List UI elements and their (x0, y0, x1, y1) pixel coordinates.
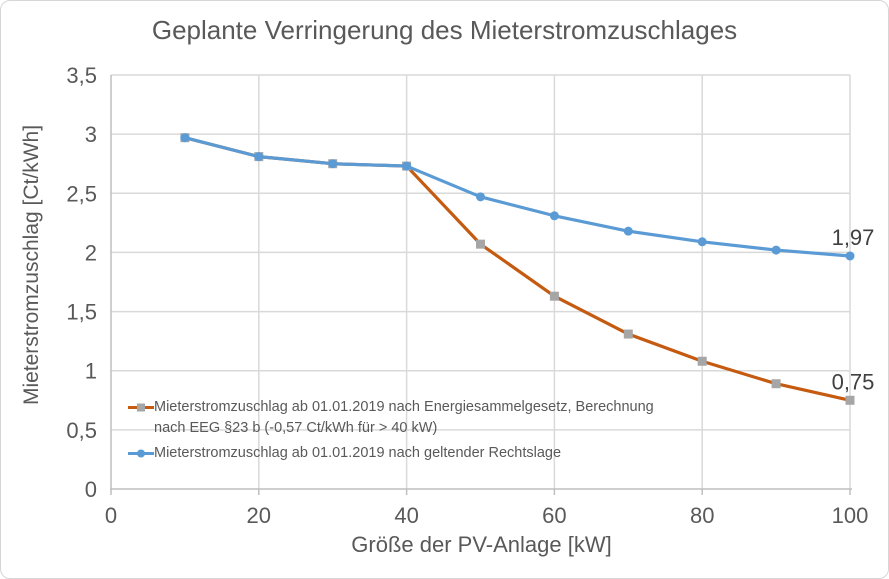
data-point-marker (328, 159, 338, 169)
x-tick-label: 20 (247, 503, 271, 528)
y-tick-label: 3,5 (66, 63, 97, 88)
data-point-marker (623, 329, 633, 339)
x-tick-label: 0 (105, 503, 117, 528)
data-point-marker (180, 133, 190, 143)
legend: Mieterstromzuschlag ab 01.01.2019 nach E… (128, 397, 654, 468)
legend-marker-circle-icon (128, 449, 154, 458)
x-tick-label: 40 (394, 503, 418, 528)
y-tick-label: 1 (85, 359, 97, 384)
legend-label-rechtslage: Mieterstromzuschlag ab 01.01.2019 nach g… (154, 445, 562, 461)
x-tick-label: 100 (832, 503, 869, 528)
series-line (183, 136, 852, 402)
data-point-marker (254, 152, 264, 162)
y-tick-label: 0,5 (66, 418, 97, 443)
data-labels: 0,75 1,97 (832, 225, 875, 394)
data-point-marker (549, 291, 559, 301)
data-point-marker (476, 192, 485, 202)
x-tick-label: 60 (542, 503, 566, 528)
data-point-marker (845, 395, 855, 405)
data-point-marker (623, 226, 633, 236)
y-tick-label: 2,5 (66, 181, 97, 206)
data-point-marker (771, 245, 781, 255)
y-tick-label: 3 (85, 122, 97, 147)
x-tick-labels: 0 20 40 60 80 100 (105, 503, 868, 528)
legend-marker-square-icon (128, 403, 154, 412)
end-value-label: 1,97 (832, 225, 875, 250)
gridlines (111, 74, 851, 489)
y-tick-labels: 0 0,5 1 1,5 2 2,5 3 3,5 (66, 63, 97, 502)
y-tick-label: 2 (85, 240, 97, 265)
data-point-marker (697, 237, 707, 247)
x-axis-title: Größe der PV-Anlage [kW] (351, 532, 612, 557)
x-tick-label: 80 (690, 503, 714, 528)
series-line (183, 136, 852, 258)
series-1 (180, 133, 855, 261)
data-point-marker (549, 211, 559, 221)
legend-item-energiesammelgesetz: Mieterstromzuschlag ab 01.01.2019 nach E… (128, 397, 654, 439)
data-point-marker (845, 251, 855, 261)
end-value-label: 0,75 (832, 369, 875, 394)
legend-square-marker (137, 403, 145, 412)
legend-circle-marker (137, 449, 145, 458)
y-tick-label: 0 (85, 477, 97, 502)
y-tick-label: 1,5 (66, 300, 97, 325)
data-point-marker (476, 239, 485, 249)
legend-label-energiesammelgesetz: Mieterstromzuschlag ab 01.01.2019 nach E… (154, 399, 654, 436)
series-0 (180, 133, 855, 405)
series-group (180, 133, 855, 405)
chart-title: Geplante Verringerung des Mieterstromzus… (151, 15, 738, 45)
data-point-marker (402, 161, 412, 171)
data-point-marker (697, 356, 707, 366)
axis-lines (110, 75, 852, 495)
data-point-marker (771, 379, 781, 389)
legend-item-rechtslage: Mieterstromzuschlag ab 01.01.2019 nach g… (128, 443, 654, 464)
